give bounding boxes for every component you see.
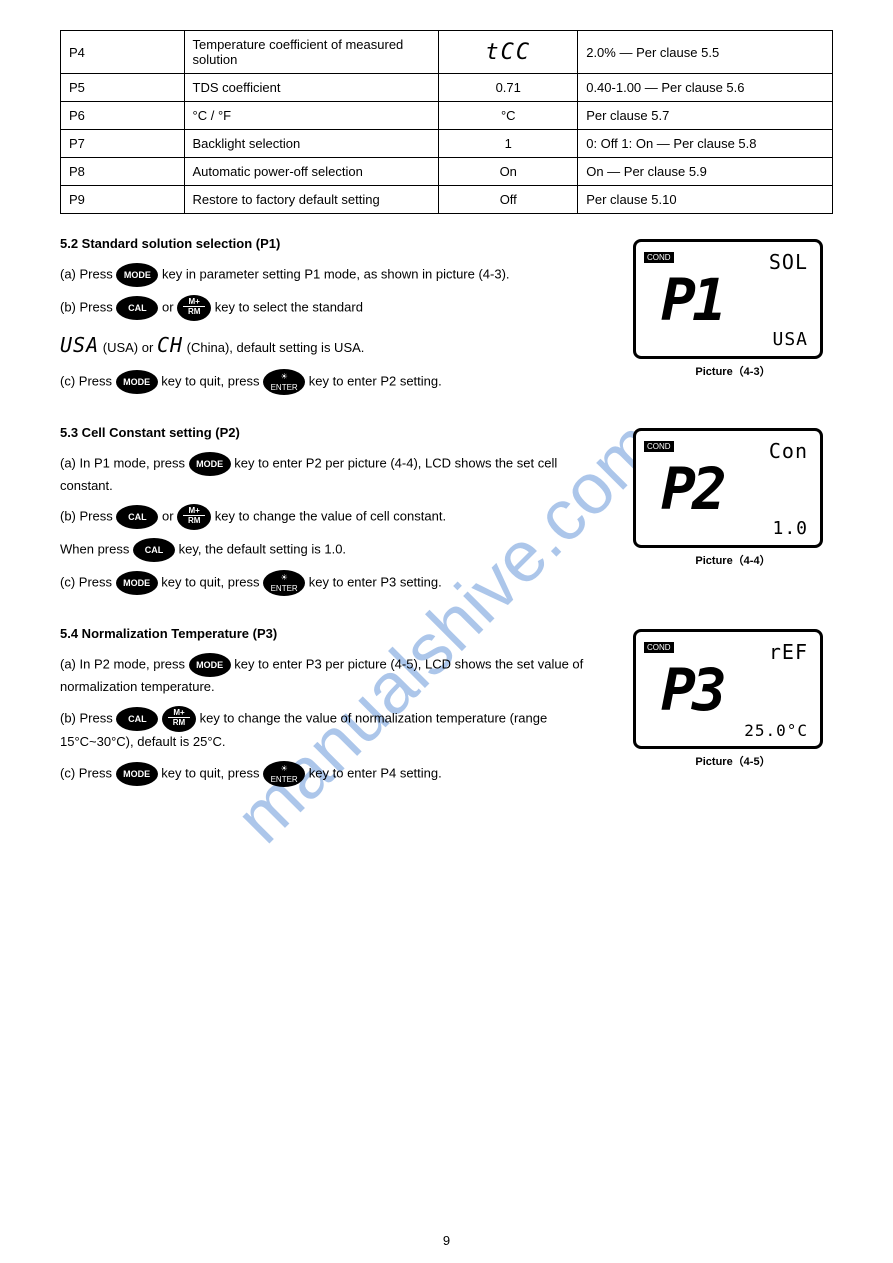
cell: Per clause 5.10: [578, 186, 833, 214]
mrm-button-icon: M+RM: [162, 706, 196, 732]
mrm-button-icon: M+RM: [177, 504, 211, 530]
cond-badge: COND: [644, 252, 674, 263]
settings-table: P4 Temperature coefficient of measured s…: [60, 30, 833, 214]
cell: P5: [61, 74, 185, 102]
p1-text: or: [162, 299, 174, 314]
lcd-p2: COND Con P2 1.0: [633, 428, 823, 548]
cond-badge: COND: [644, 642, 674, 653]
cell: Temperature coefficient of measured solu…: [184, 31, 439, 74]
p2-text: (b) Press: [60, 509, 113, 524]
cal-button-icon: CAL: [116, 505, 158, 529]
cell: P7: [61, 130, 185, 158]
lcd-value: 25.0°C: [744, 721, 808, 740]
cell: 2.0% — Per clause 5.5: [578, 31, 833, 74]
lcd-caption: Picture（4-4）: [633, 552, 833, 568]
p1-text: key in parameter setting P1 mode, as sho…: [162, 266, 510, 281]
p3-text: key to quit, press: [161, 765, 259, 780]
mode-button-icon: MODE: [116, 762, 158, 786]
cell: 0: Off 1: On — Per clause 5.8: [578, 130, 833, 158]
p2-text: key to change the value of cell constant…: [215, 509, 446, 524]
lcd-value: 1.0: [772, 518, 808, 539]
enter-button-icon: ☀ENTER: [263, 570, 305, 596]
lcd-main: P3: [661, 656, 723, 724]
cell: 0.40-1.00 — Per clause 5.6: [578, 74, 833, 102]
table-row: P5 TDS coefficient 0.71 0.40-1.00 — Per …: [61, 74, 833, 102]
p1-text: (b) Press: [60, 299, 113, 314]
p1-text: (a) Press: [60, 266, 113, 281]
lcd-p3: COND rEF P3 25.0°C: [633, 629, 823, 749]
cell: Off: [439, 186, 578, 214]
cell: °C / °F: [184, 102, 439, 130]
lcd-main: P2: [661, 455, 723, 523]
cell: Backlight selection: [184, 130, 439, 158]
lcd-mode: Con: [769, 439, 808, 463]
cell: TDS coefficient: [184, 74, 439, 102]
lcd-p1: COND SOL P1 USA: [633, 239, 823, 359]
lcd-main: P1: [661, 266, 723, 334]
lcd-caption: Picture（4-3）: [633, 363, 833, 379]
cell: 1: [439, 130, 578, 158]
cell: Automatic power-off selection: [184, 158, 439, 186]
p1-text: key to quit, press: [161, 373, 259, 388]
cal-button-icon: CAL: [116, 296, 158, 320]
cell: tCC: [439, 31, 578, 74]
mode-button-icon: MODE: [189, 653, 231, 677]
lcd-value: USA: [772, 329, 808, 350]
p2-text: key to quit, press: [161, 575, 259, 590]
p3-heading: 5.4 Normalization Temperature (P3): [60, 626, 277, 641]
mode-button-icon: MODE: [189, 452, 231, 476]
lcd-mode: SOL: [769, 250, 808, 274]
enter-button-icon: ☀ENTER: [263, 761, 305, 787]
table-row: P4 Temperature coefficient of measured s…: [61, 31, 833, 74]
cal-button-icon: CAL: [116, 707, 158, 731]
p1-text: key to select the standard: [215, 299, 363, 314]
p3-text: (b) Press: [60, 710, 113, 725]
p1-text: (c) Press: [60, 373, 112, 388]
table-row: P6 °C / °F °C Per clause 5.7: [61, 102, 833, 130]
cell: On: [439, 158, 578, 186]
p2-text: When press: [60, 542, 129, 557]
mode-button-icon: MODE: [116, 370, 158, 394]
cal-button-icon: CAL: [133, 538, 175, 562]
p2-heading: 5.3 Cell Constant setting (P2): [60, 425, 240, 440]
p2-text: (a) In P1 mode, press: [60, 455, 185, 470]
cond-badge: COND: [644, 441, 674, 452]
cell: P6: [61, 102, 185, 130]
table-row: P8 Automatic power-off selection On On —…: [61, 158, 833, 186]
cell: P9: [61, 186, 185, 214]
p3-text: (a) In P2 mode, press: [60, 657, 185, 672]
lcd-caption: Picture（4-5）: [633, 753, 833, 769]
mode-button-icon: MODE: [116, 263, 158, 287]
cell: P8: [61, 158, 185, 186]
enter-button-icon: ☀ENTER: [263, 369, 305, 395]
p1-text: (USA) or: [103, 340, 154, 355]
p1-heading: 5.2 Standard solution selection (P1): [60, 236, 280, 251]
page-number: 9: [443, 1233, 450, 1248]
cell: P4: [61, 31, 185, 74]
table-row: P9 Restore to factory default setting Of…: [61, 186, 833, 214]
cell: Restore to factory default setting: [184, 186, 439, 214]
cell: On — Per clause 5.9: [578, 158, 833, 186]
p1-text: (China), default setting is USA.: [187, 340, 365, 355]
mode-button-icon: MODE: [116, 571, 158, 595]
cell: °C: [439, 102, 578, 130]
p1-text: key to enter P2 setting.: [309, 373, 442, 388]
p2-text: or: [162, 509, 174, 524]
mrm-button-icon: M+RM: [177, 295, 211, 321]
p2-text: key to enter P3 setting.: [309, 575, 442, 590]
ch-label: CH: [157, 333, 183, 357]
cell: Per clause 5.7: [578, 102, 833, 130]
p3-text: key to enter P4 setting.: [309, 765, 442, 780]
p3-text: (c) Press: [60, 765, 112, 780]
usa-label: USA: [60, 333, 99, 357]
lcd-mode: rEF: [769, 640, 808, 664]
p2-text: (c) Press: [60, 575, 112, 590]
cell: 0.71: [439, 74, 578, 102]
p2-text: key, the default setting is 1.0.: [179, 542, 346, 557]
table-row: P7 Backlight selection 1 0: Off 1: On — …: [61, 130, 833, 158]
